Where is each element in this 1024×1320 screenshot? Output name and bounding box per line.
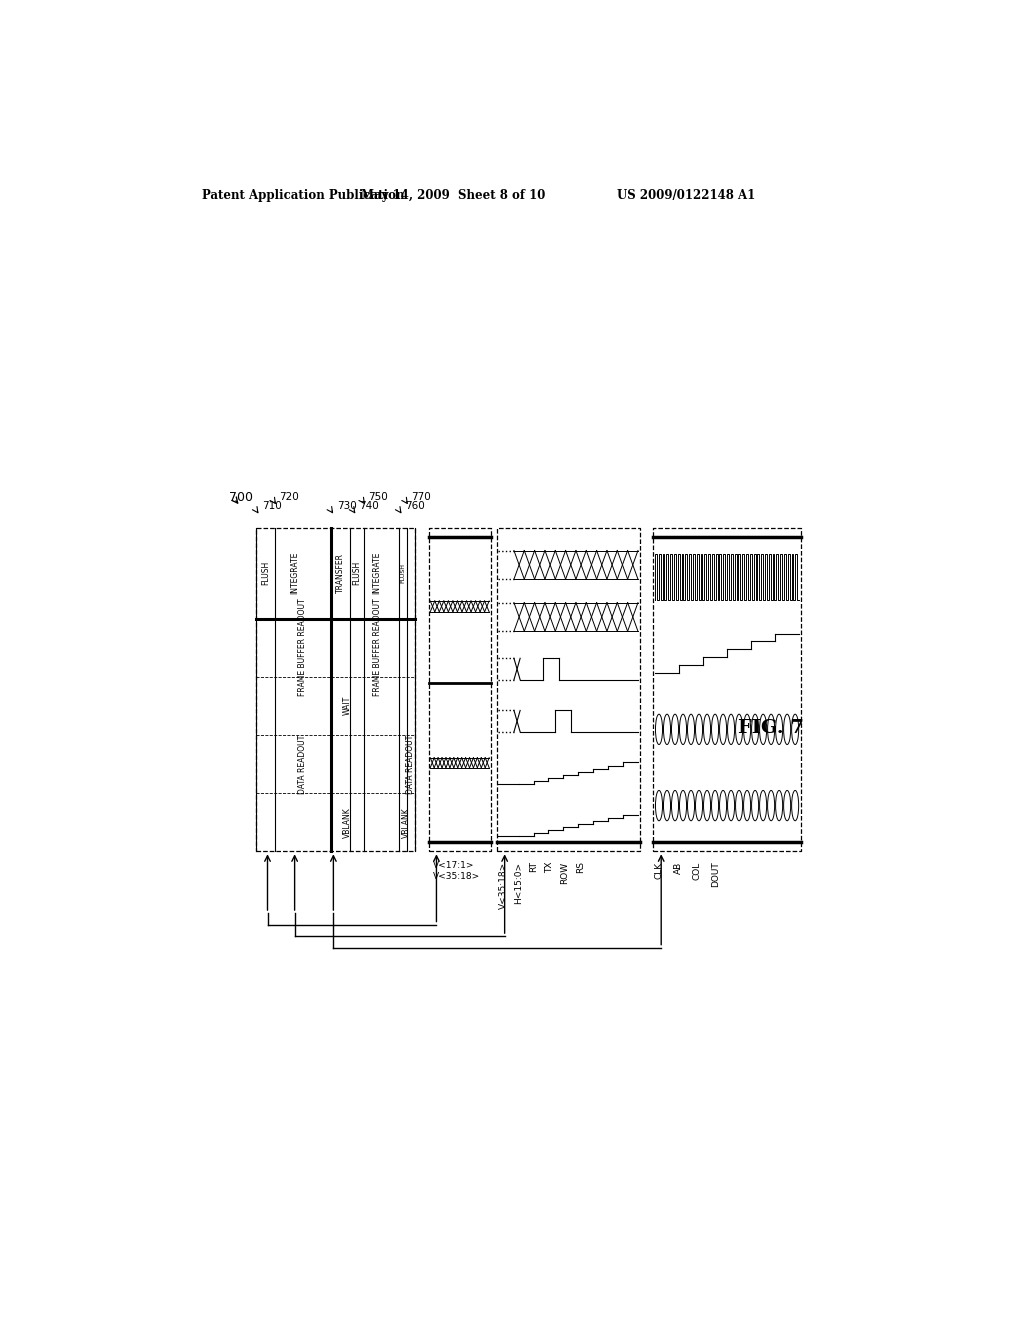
Text: RS: RS bbox=[575, 862, 585, 874]
Text: DATA READOUT: DATA READOUT bbox=[407, 734, 416, 793]
Text: TX: TX bbox=[545, 862, 554, 873]
Text: Patent Application Publication: Patent Application Publication bbox=[202, 189, 404, 202]
Text: May 14, 2009  Sheet 8 of 10: May 14, 2009 Sheet 8 of 10 bbox=[361, 189, 546, 202]
Text: 750: 750 bbox=[369, 492, 388, 502]
Text: ROW: ROW bbox=[560, 862, 569, 883]
Text: V<35:18>: V<35:18> bbox=[432, 873, 480, 882]
Text: 700: 700 bbox=[228, 491, 253, 504]
Text: VBLANK: VBLANK bbox=[402, 807, 412, 838]
Text: WAIT: WAIT bbox=[343, 696, 351, 715]
Text: 710: 710 bbox=[262, 502, 282, 511]
Text: 730: 730 bbox=[337, 502, 356, 511]
Text: 760: 760 bbox=[406, 502, 425, 511]
Text: TRANSFER: TRANSFER bbox=[336, 553, 345, 593]
Text: INTEGRATE: INTEGRATE bbox=[373, 552, 381, 594]
Text: FRAME BUFFER READOUT: FRAME BUFFER READOUT bbox=[373, 599, 382, 697]
Text: FIG. 7: FIG. 7 bbox=[738, 719, 804, 737]
Text: FLUSH: FLUSH bbox=[400, 564, 406, 583]
Text: FLUSH: FLUSH bbox=[352, 561, 361, 585]
Text: V<17:1>: V<17:1> bbox=[432, 862, 474, 870]
Text: 720: 720 bbox=[280, 492, 299, 502]
Text: RT: RT bbox=[529, 862, 539, 873]
Text: VBLANK: VBLANK bbox=[343, 807, 351, 838]
Text: COL: COL bbox=[692, 862, 701, 879]
Text: DATA READOUT: DATA READOUT bbox=[298, 734, 307, 793]
Text: INTEGRATE: INTEGRATE bbox=[291, 552, 299, 594]
Text: H<15:0>: H<15:0> bbox=[514, 862, 523, 903]
Text: DOUT: DOUT bbox=[711, 862, 720, 887]
Text: CLK: CLK bbox=[655, 862, 664, 879]
Text: 770: 770 bbox=[412, 492, 431, 502]
Text: 740: 740 bbox=[358, 502, 379, 511]
Text: AB: AB bbox=[674, 862, 683, 874]
Text: US 2009/0122148 A1: US 2009/0122148 A1 bbox=[616, 189, 755, 202]
Text: V<35:18>: V<35:18> bbox=[499, 862, 508, 908]
Text: FRAME BUFFER READOUT: FRAME BUFFER READOUT bbox=[298, 599, 307, 697]
Text: FLUSH: FLUSH bbox=[261, 561, 270, 585]
